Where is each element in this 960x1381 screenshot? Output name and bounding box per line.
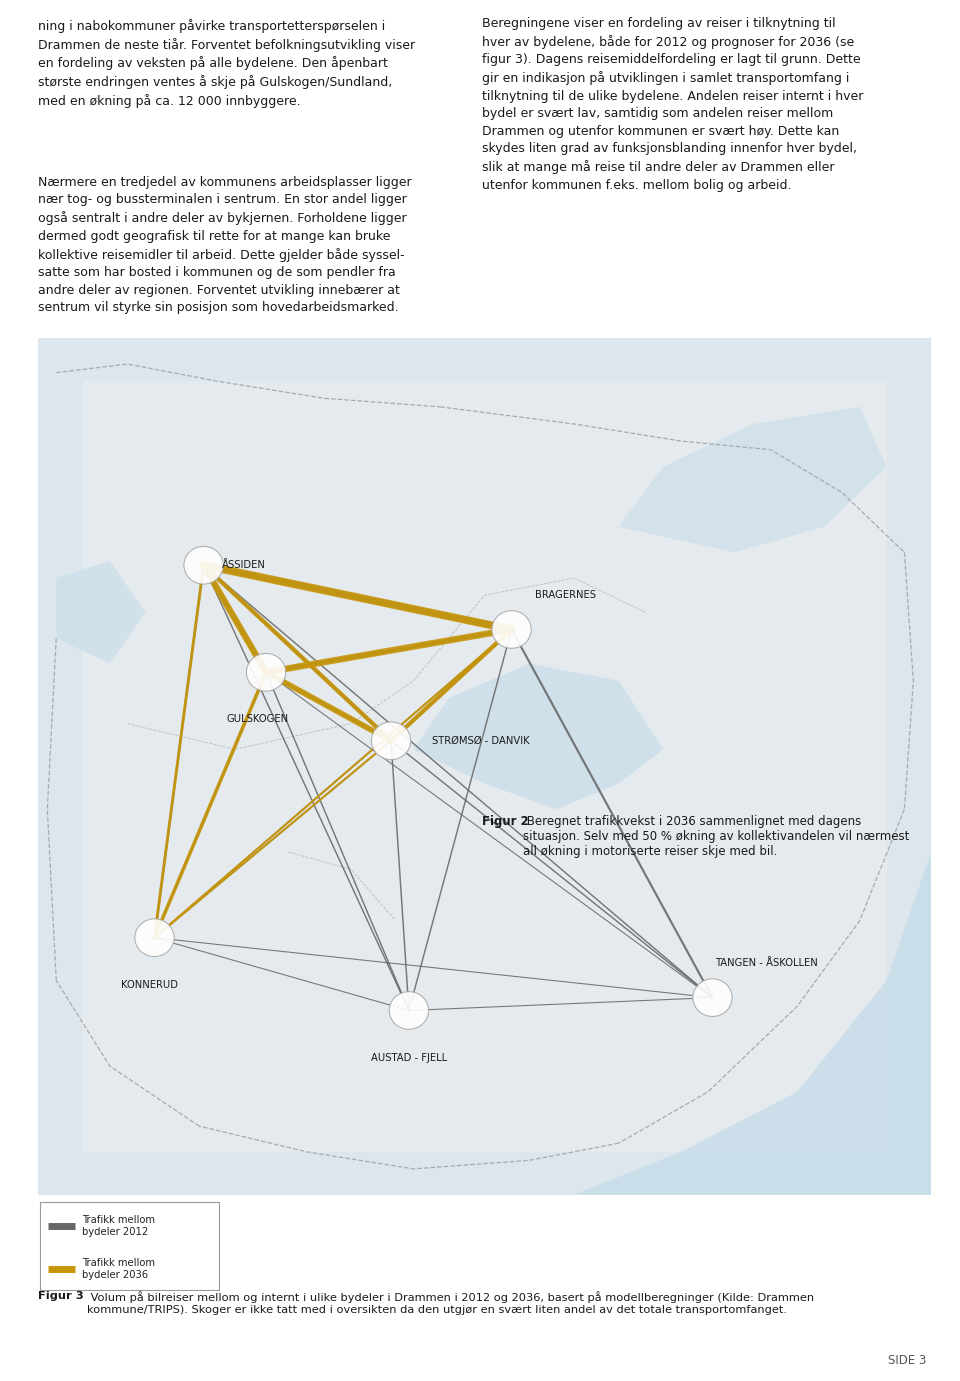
Text: Volum på bilreiser mellom og internt i ulike bydeler i Drammen i 2012 og 2036, b: Volum på bilreiser mellom og internt i u…: [86, 1291, 814, 1315]
Polygon shape: [57, 561, 146, 664]
Text: SIDE 3: SIDE 3: [888, 1355, 926, 1367]
Text: GULSKOGEN: GULSKOGEN: [226, 714, 288, 725]
Bar: [660, 782, 717, 808]
Text: ning i nabokommuner påvirke transportetterspørselen i
Drammen de neste tiår. For: ning i nabokommuner påvirke transportett…: [38, 18, 416, 108]
Circle shape: [134, 918, 174, 957]
Polygon shape: [574, 852, 931, 1195]
Text: TRANSPORTVOLUM OG REISEMØNSTER: TRANSPORTVOLUM OG REISEMØNSTER: [38, 416, 312, 428]
Text: Kollektiv: Kollektiv: [798, 778, 847, 787]
Text: Bil: Bil: [548, 737, 564, 747]
Text: 🚗: 🚗: [684, 657, 693, 671]
Text: Nærmere en tredjedel av kommunens arbeidsplasser ligger
nær tog- og bussterminal: Nærmere en tredjedel av kommunens arbeid…: [38, 175, 412, 313]
Text: Figur 2: Figur 2: [482, 815, 529, 827]
Text: KONNERUD: KONNERUD: [122, 979, 179, 990]
Text: Trafikk mellom
bydeler 2012: Trafikk mellom bydeler 2012: [83, 1215, 156, 1236]
Circle shape: [247, 653, 286, 690]
Bar: [794, 583, 850, 755]
Bar: [660, 609, 717, 782]
Text: Bil: Bil: [814, 682, 829, 692]
Text: Det er gjennomført en forenklet transportmodellberegning
som gir prognoser for b: Det er gjennomført en forenklet transpor…: [38, 463, 421, 602]
Circle shape: [184, 547, 224, 584]
Text: AUSTAD - FJELL: AUSTAD - FJELL: [371, 1052, 447, 1062]
Text: BRAGERNES: BRAGERNES: [535, 590, 595, 601]
Polygon shape: [414, 664, 663, 809]
Text: Trafikk mellom
bydeler 2036: Trafikk mellom bydeler 2036: [83, 1258, 156, 1280]
Circle shape: [492, 610, 531, 648]
Text: TANGEN - ÅSKOLLEN: TANGEN - ÅSKOLLEN: [714, 958, 817, 968]
Text: Bil: Bil: [682, 707, 696, 718]
Polygon shape: [83, 381, 886, 1152]
Polygon shape: [618, 407, 886, 552]
Text: Beregnet trafikkvekst i 2036 sammenlignet med dagens
situasjon. Selv med 50 % øk: Beregnet trafikkvekst i 2036 sammenligne…: [522, 815, 909, 858]
Text: 🚗: 🚗: [551, 702, 560, 715]
Circle shape: [372, 722, 411, 760]
Text: Beregningene viser en fordeling av reiser i tilknytning til
hver av bydelene, bå: Beregningene viser en fordeling av reise…: [482, 17, 864, 192]
FancyBboxPatch shape: [40, 1203, 219, 1290]
Circle shape: [389, 992, 428, 1029]
Text: ÅSSIDEN: ÅSSIDEN: [222, 561, 266, 570]
Bar: [528, 790, 584, 808]
Text: STRØMSØ - DANVIK: STRØMSØ - DANVIK: [432, 736, 529, 746]
Bar: [794, 755, 850, 808]
Text: Kollektiv: Kollektiv: [531, 794, 580, 804]
Text: 🚗: 🚗: [818, 631, 827, 645]
Polygon shape: [38, 338, 931, 1195]
Text: Kollektiv: Kollektiv: [664, 790, 713, 800]
Text: Figur 3: Figur 3: [38, 1291, 84, 1301]
Bar: [528, 670, 584, 790]
Circle shape: [693, 979, 732, 1016]
